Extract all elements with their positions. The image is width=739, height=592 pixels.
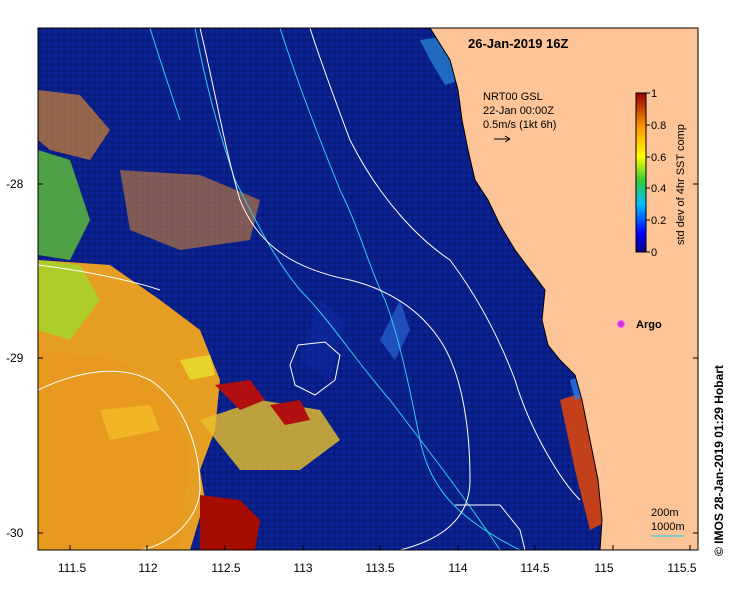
isobath-legend: 200m 1000m <box>651 507 685 537</box>
coastline <box>429 28 603 550</box>
land-mass <box>430 28 698 550</box>
colorbar: 0 0.2 0.4 0.6 0.8 1 std dev of 4hr SST c… <box>635 88 687 259</box>
argo-float-marker <box>616 319 626 329</box>
axis-ticks <box>38 183 698 550</box>
x-axis-labels: 111.5 112 112.5 113 113.5 114 114.5 115 … <box>58 561 697 575</box>
y-axis-labels: -28 -29 -30 <box>6 177 24 540</box>
colorbar-tick: 0.2 <box>651 215 666 227</box>
colorbar-tick: 0 <box>651 247 657 259</box>
y-tick-label: -29 <box>6 351 24 365</box>
colorbar-tick: 1 <box>651 88 657 100</box>
colorbar-tick: 0.6 <box>651 152 666 164</box>
colorbar-tick: 0.8 <box>651 120 666 132</box>
colorbar-tick: 0.4 <box>651 183 666 195</box>
y-tick-label: -28 <box>6 177 24 191</box>
isobath-legend-200m: 200m <box>651 507 679 519</box>
x-tick-label: 112.5 <box>211 561 240 575</box>
x-tick-label: 113 <box>293 561 312 575</box>
map-title: 26-Jan-2019 16Z <box>468 36 569 51</box>
map-plot-area <box>38 28 698 550</box>
x-tick-label: 111.5 <box>58 561 87 575</box>
x-tick-label: 114 <box>448 561 467 575</box>
plot-frame <box>37 27 699 551</box>
current-legend-line2: 22-Jan 00:00Z <box>483 105 554 117</box>
colorbar-label: std dev of 4hr SST comp <box>675 124 687 245</box>
current-legend-line1: NRT00 GSL <box>483 91 543 103</box>
isobath-1000m <box>149 28 521 550</box>
y-tick-label: -30 <box>6 526 24 540</box>
x-tick-label: 112 <box>138 561 157 575</box>
current-legend-line3: 0.5m/s (1kt 6h) <box>483 119 556 131</box>
colorbar-gradient <box>635 92 647 253</box>
argo-label: Argo <box>636 319 662 331</box>
credit-text: © IMOS 28-Jan-2019 01:29 Hobart <box>712 365 726 556</box>
sst-variability-patches <box>38 35 610 550</box>
isobath-legend-1000m: 1000m <box>651 521 685 533</box>
x-tick-label: 115 <box>594 561 613 575</box>
x-tick-label: 114.5 <box>520 561 549 575</box>
current-vector-legend: NRT00 GSL 22-Jan 00:00Z 0.5m/s (1kt 6h) <box>483 91 556 143</box>
x-tick-label: 115.5 <box>667 561 696 575</box>
isobath-200m <box>38 28 581 550</box>
x-tick-label: 113.5 <box>365 561 394 575</box>
